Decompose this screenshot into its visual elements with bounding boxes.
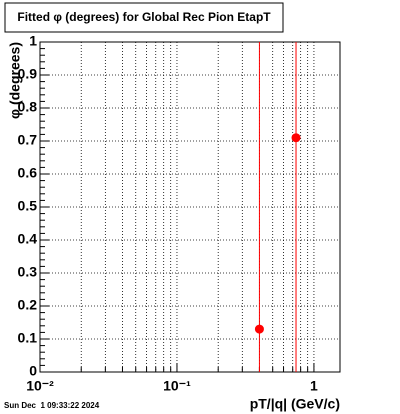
y-tick-label: 0.7 — [18, 132, 38, 148]
point — [291, 133, 301, 143]
y-tick-label: 0.2 — [18, 297, 38, 313]
x-tick-label: 10⁻¹ — [163, 378, 191, 394]
y-tick-label: 0.9 — [18, 66, 38, 82]
y-tick-label: 0.6 — [18, 165, 38, 181]
y-axis-label: φ (degrees) — [7, 42, 23, 119]
y-tick-label: 1 — [29, 33, 37, 49]
plot-frame — [39, 41, 341, 373]
title-box — [4, 2, 284, 33]
y-tick-label: 0.4 — [18, 231, 38, 247]
point — [254, 324, 264, 334]
x-tick-label: 1 — [310, 378, 318, 394]
y-tick-label: 0.1 — [18, 330, 38, 346]
y-tick-label: 0.5 — [18, 198, 38, 214]
x-axis-label: pT/|q| (GeV/c) — [250, 396, 340, 412]
y-tick-label: 0 — [29, 363, 37, 379]
x-tick-label: 10⁻² — [26, 378, 54, 394]
y-tick-label: 0.3 — [18, 264, 38, 280]
y-tick-label: 0.8 — [18, 99, 38, 115]
timestamp: Sun Dec 1 09:33:22 2024 — [4, 401, 100, 410]
chart-title: Fitted φ (degrees) for Global Rec Pion E… — [17, 10, 271, 24]
